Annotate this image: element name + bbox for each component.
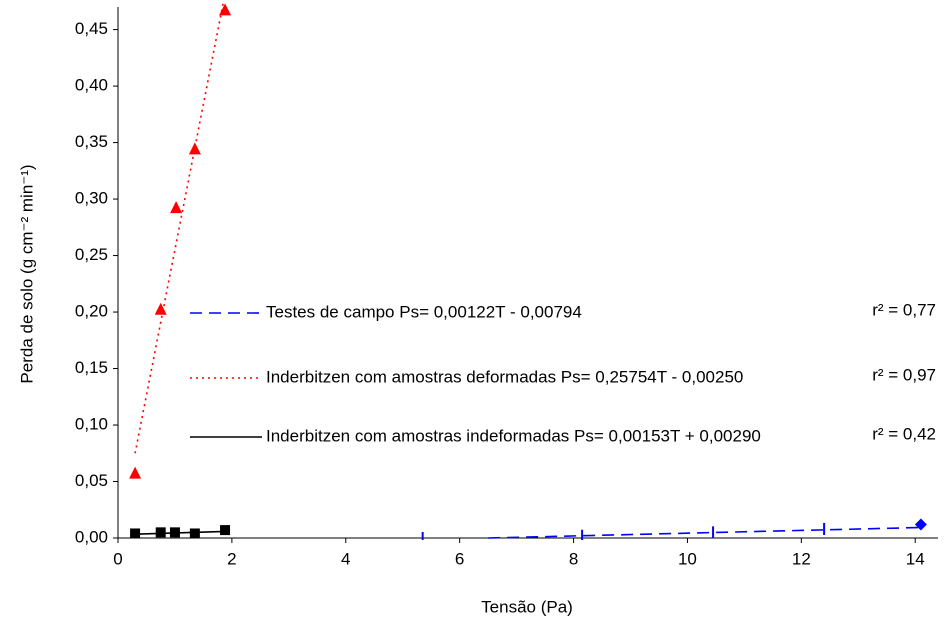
point: [170, 201, 183, 214]
x-tick-label: 4: [341, 549, 350, 568]
point: [219, 3, 232, 16]
x-tick-label: 2: [227, 549, 236, 568]
x-axis-label: Tensão (Pa): [481, 597, 573, 616]
y-tick-label: 0,05: [75, 471, 108, 490]
legend-label: Testes de campo Ps= 0,00122T - 0,00794: [266, 302, 582, 321]
point: [169, 527, 180, 538]
y-tick-label: 0,30: [75, 189, 108, 208]
point: [914, 518, 927, 531]
x-tick-label: 10: [678, 549, 697, 568]
x-tick-label: 8: [569, 549, 578, 568]
x-tick-label: 6: [455, 549, 464, 568]
x-tick-label: 0: [113, 549, 122, 568]
trend-line: [135, 530, 226, 535]
r2-label: r² = 0,97: [872, 365, 936, 384]
legend-label: Inderbitzen com amostras indeformadas Ps…: [266, 426, 761, 445]
r2-label: r² = 0,77: [872, 300, 936, 319]
point: [155, 527, 166, 538]
r2-label: r² = 0,42: [872, 424, 936, 443]
y-tick-label: 0,45: [75, 19, 108, 38]
point: [130, 528, 141, 539]
x-tick-label: 12: [792, 549, 811, 568]
y-tick-label: 0,40: [75, 76, 108, 95]
plot-area: [129, 0, 927, 540]
y-tick-label: 0,10: [75, 415, 108, 434]
trend-line: [488, 526, 921, 539]
x-tick-label: 14: [906, 549, 925, 568]
point: [189, 528, 200, 539]
y-axis-label: Perda de solo (g cm⁻² min⁻¹): [17, 164, 36, 383]
point: [154, 302, 167, 315]
point: [220, 525, 231, 536]
y-tick-label: 0,00: [75, 527, 108, 546]
point: [188, 142, 201, 155]
y-tick-label: 0,20: [75, 302, 108, 321]
legend-label: Inderbitzen com amostras deformadas Ps= …: [266, 367, 743, 386]
trend-line: [134, 0, 225, 454]
y-tick-label: 0,15: [75, 358, 108, 377]
y-tick-label: 0,35: [75, 132, 108, 151]
y-tick-label: 0,25: [75, 245, 108, 264]
point: [129, 466, 142, 479]
